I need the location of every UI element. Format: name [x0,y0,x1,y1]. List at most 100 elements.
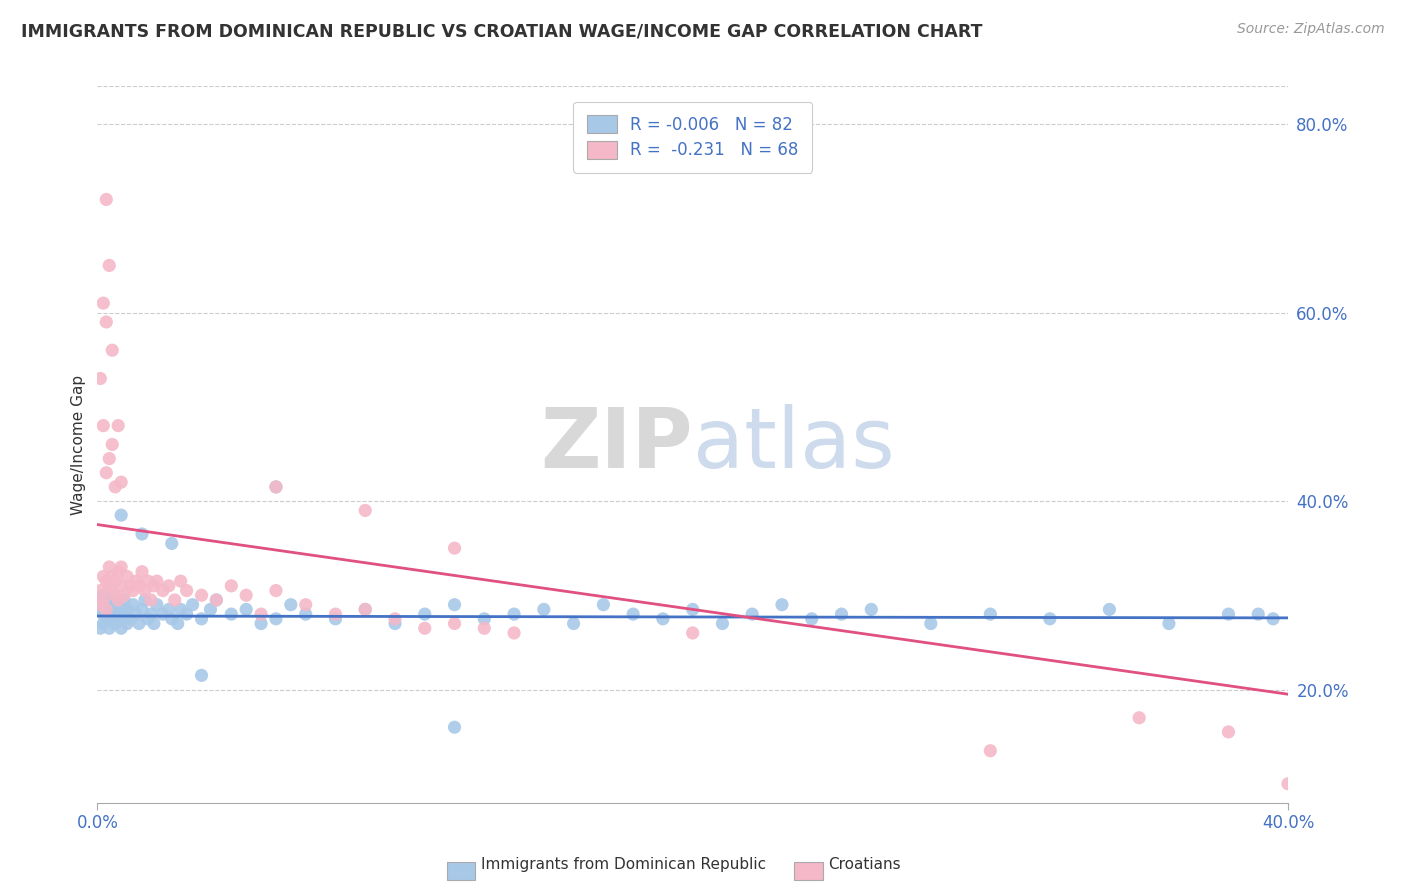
Point [979,744,1001,758]
Point [104,616,127,631]
Text: ZIP: ZIP [540,404,693,485]
Text: Immigrants from Dominican Republic: Immigrants from Dominican Republic [481,857,766,872]
Point [98,451,121,466]
Point [110,508,132,523]
Point [800,612,823,626]
Point [176,607,198,621]
Point [152,607,174,621]
Point [1157,616,1180,631]
Point [264,612,287,626]
Point [134,593,156,607]
Point [98,579,121,593]
Point [503,607,526,621]
Point [176,583,198,598]
Point [131,527,153,541]
Point [860,602,883,616]
Point [101,607,124,621]
Point [91,588,114,602]
Point [107,418,129,433]
Point [101,593,124,607]
Point [235,602,257,616]
Point [472,621,495,635]
Point [107,593,129,607]
Point [166,616,188,631]
Point [104,602,127,616]
Point [200,602,222,616]
Point [221,579,243,593]
Point [125,574,148,588]
Point [91,569,114,583]
Point [354,602,377,616]
Point [96,574,118,588]
Point [107,598,129,612]
Point [89,621,111,635]
Point [101,583,124,598]
Point [96,612,118,626]
Point [413,607,436,621]
Point [89,602,111,616]
Point [142,616,165,631]
Point [354,602,377,616]
Point [190,588,212,602]
Point [146,598,169,612]
Point [221,607,243,621]
Y-axis label: Wage/Income Gap: Wage/Income Gap [72,375,86,515]
Point [979,607,1001,621]
Point [354,503,377,517]
Point [98,593,121,607]
Point [91,593,114,607]
Point [152,583,174,598]
Point [98,560,121,574]
Text: atlas: atlas [693,404,894,485]
Point [101,569,124,583]
Point [443,541,465,556]
Point [294,607,316,621]
Point [170,574,193,588]
Point [89,371,111,385]
Point [112,593,135,607]
Point [91,616,114,631]
Point [157,579,180,593]
Point [104,480,127,494]
Point [651,612,673,626]
Point [120,612,142,626]
Point [110,475,132,490]
Point [325,607,347,621]
Point [1247,607,1270,621]
Point [503,626,526,640]
Point [125,607,148,621]
Point [96,315,118,329]
Point [107,612,129,626]
Point [920,616,942,631]
Point [96,466,118,480]
Point [562,616,585,631]
Point [131,565,153,579]
Point [139,593,162,607]
Point [115,616,138,631]
Text: Source: ZipAtlas.com: Source: ZipAtlas.com [1237,22,1385,37]
Point [96,602,118,616]
Point [770,598,793,612]
Point [89,583,111,598]
Point [112,607,135,621]
Point [741,607,763,621]
Point [107,565,129,579]
Point [235,588,257,602]
Point [128,579,150,593]
Point [122,583,145,598]
Point [101,437,124,451]
Point [621,607,644,621]
Point [533,602,555,616]
Point [264,480,287,494]
Point [91,296,114,310]
Point [115,569,138,583]
Legend: R = -0.006   N = 82, R =  -0.231   N = 68: R = -0.006 N = 82, R = -0.231 N = 68 [574,102,811,172]
Point [190,612,212,626]
Point [205,593,228,607]
Point [250,616,273,631]
Point [163,593,186,607]
Point [325,612,347,626]
Point [131,602,153,616]
Point [170,602,193,616]
Text: IMMIGRANTS FROM DOMINICAN REPUBLIC VS CROATIAN WAGE/INCOME GAP CORRELATION CHART: IMMIGRANTS FROM DOMINICAN REPUBLIC VS CR… [21,22,983,40]
